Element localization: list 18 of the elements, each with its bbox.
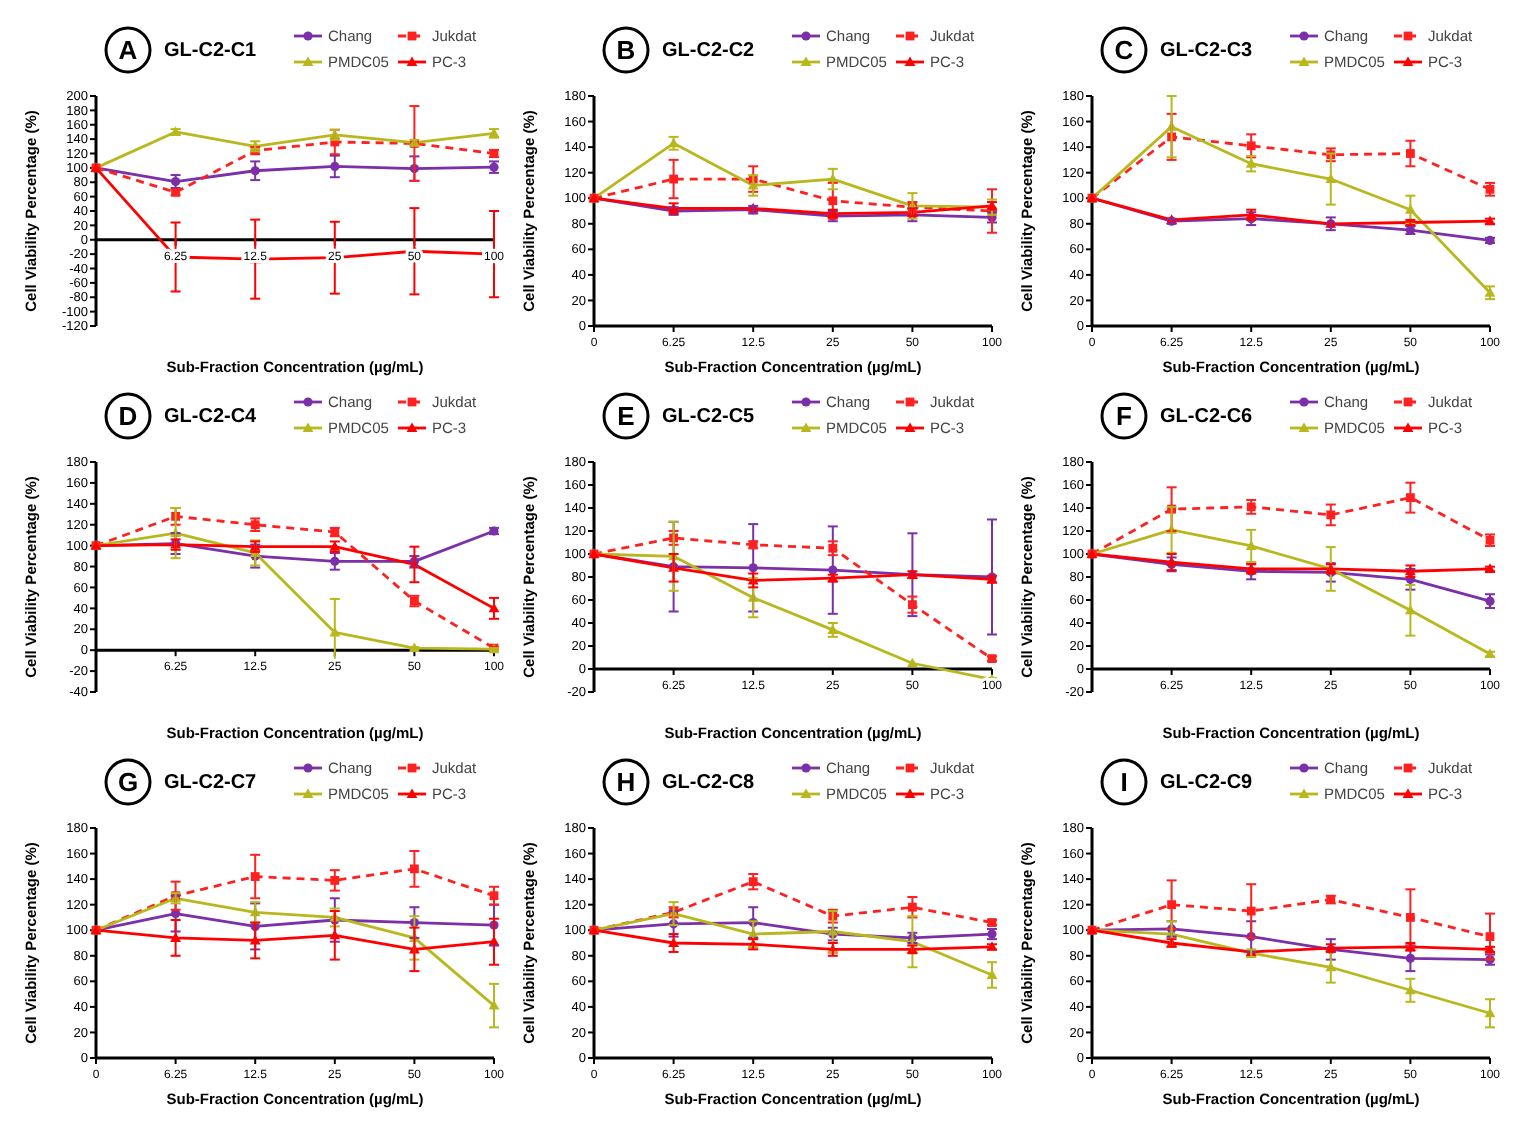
text: H [616,767,636,798]
chart-title: GL-C2-C3 [1160,40,1254,62]
chart-title: GL-C2-C2 [662,40,756,62]
text: G [117,767,139,798]
text: B [616,35,636,66]
chart-title: GL-C2-C8 [662,772,756,794]
chart-title: GL-C2-C9 [1160,772,1254,794]
text: A [118,35,139,66]
chart-title: GL-C2-C6 [1160,406,1254,428]
text: I [1120,767,1128,798]
text: E [617,401,636,432]
chart-title: GL-C2-C4 [164,406,258,428]
chart-title: GL-C2-C1 [164,40,258,62]
chart-title: GL-C2-C7 [164,772,258,794]
text: C [1114,35,1135,66]
chart-title: GL-C2-C5 [662,406,756,428]
text: D [118,401,138,432]
text: F [1116,401,1133,432]
